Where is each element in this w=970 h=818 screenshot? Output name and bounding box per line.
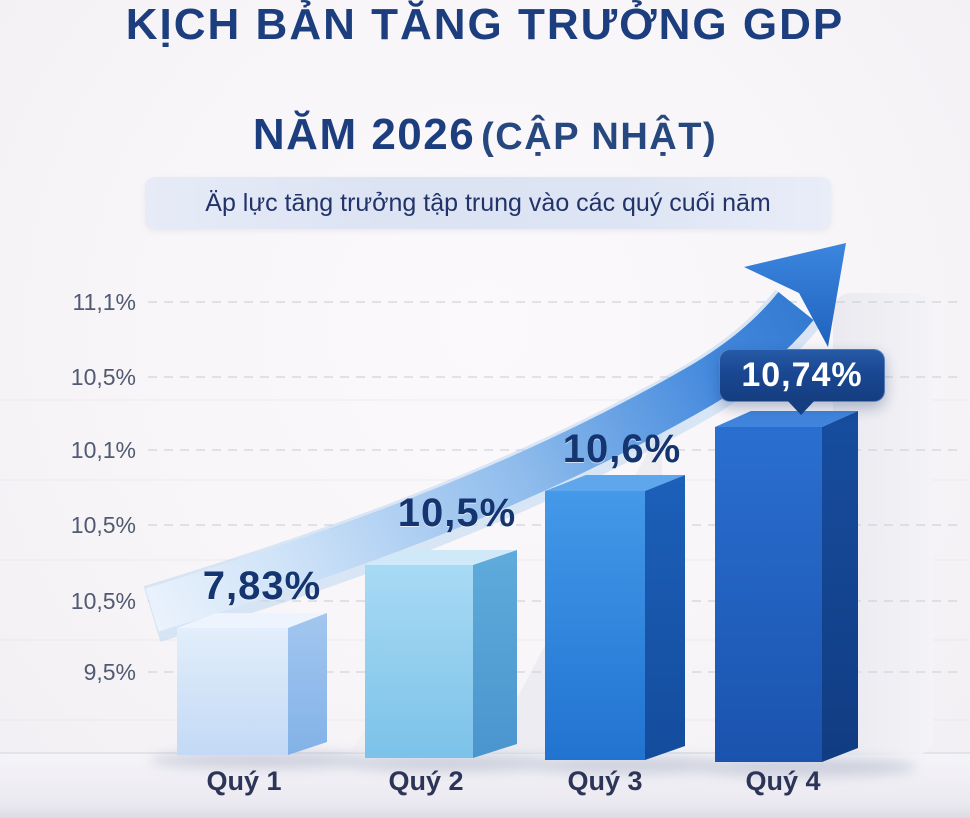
y-tick-4: 10,5%: [70, 512, 136, 538]
x-label-q4: Quý 4: [745, 766, 821, 796]
bar-q2: [365, 550, 517, 758]
chart-title-line2: NĂM 2026 (CẬP NHẬT): [0, 110, 970, 160]
trend-arrow-head: [744, 243, 846, 347]
bar-shadows: [150, 751, 917, 777]
x-label-q2: Quý 2: [388, 766, 464, 796]
q4-callout-tail: [786, 399, 816, 415]
y-tick-5: 10,5%: [70, 588, 136, 614]
bar-q4: [715, 411, 858, 762]
chart-title-update-note: (CẬP NHẬT): [481, 116, 718, 158]
y-tick-6: 9,5%: [83, 659, 136, 685]
chart-title-line1: KỊCH BẢN TĂNG TRƯỞNG GDP: [125, 0, 845, 49]
x-label-q3: Quý 3: [567, 766, 643, 796]
bar-q1: [177, 613, 327, 755]
q4-callout-value: 10,74%: [741, 356, 863, 394]
y-tick-1: 11,1%: [72, 289, 136, 315]
bar-q3: [545, 475, 685, 760]
value-label-q1: 7,83%: [202, 564, 322, 608]
value-label-q3: 10,6%: [562, 427, 682, 471]
y-tick-3: 10,1%: [70, 437, 136, 463]
x-label-q1: Quý 1: [206, 766, 282, 796]
chart-subtitle: Äp lực tāng trưởng tập trung vào các quý…: [145, 177, 831, 229]
chart-title-year: NĂM 2026: [252, 110, 476, 159]
value-label-q2: 10,5%: [397, 491, 517, 535]
q4-callout-badge: 10,74%: [719, 349, 885, 415]
y-tick-2: 10,5%: [70, 364, 136, 390]
